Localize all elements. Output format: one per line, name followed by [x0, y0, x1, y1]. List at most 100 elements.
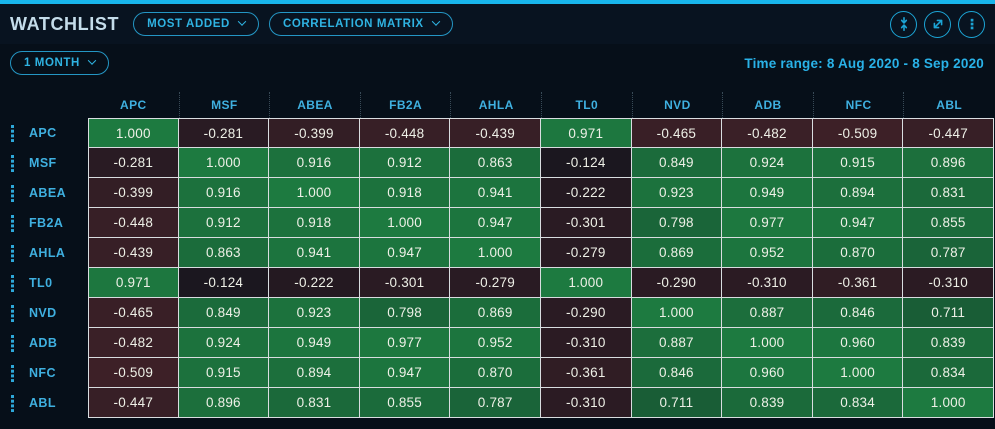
matrix-cell: -0.448 — [359, 118, 451, 148]
collapse-vertical-icon[interactable] — [890, 10, 917, 38]
matrix-cell: 0.918 — [269, 208, 360, 238]
most-added-dropdown[interactable]: MOST ADDED — [133, 12, 259, 36]
drag-handle-icon[interactable] — [10, 274, 15, 292]
drag-handle-icon[interactable] — [10, 304, 15, 322]
matrix-cell: -0.448 — [88, 208, 179, 238]
row-symbol: ADB — [29, 336, 58, 350]
matrix-cell: 0.855 — [903, 208, 994, 238]
matrix-cell: -0.310 — [722, 268, 813, 298]
column-header-msf[interactable]: MSF — [178, 92, 270, 118]
drag-handle-icon[interactable] — [10, 214, 15, 232]
matrix-cell: 0.923 — [269, 298, 360, 328]
matrix-cell: 0.831 — [269, 388, 360, 418]
matrix-cell: 0.711 — [631, 388, 723, 418]
matrix-cell: 1.000 — [903, 388, 994, 418]
matrix-cell: -0.124 — [540, 148, 632, 178]
expand-icon[interactable] — [924, 10, 951, 38]
column-header-abea[interactable]: ABEA — [269, 92, 360, 118]
matrix-cell: -0.439 — [450, 118, 541, 148]
column-header-adb[interactable]: ADB — [722, 92, 813, 118]
time-period-dropdown[interactable]: 1 MONTH — [10, 51, 109, 75]
row-symbol: ABEA — [29, 186, 67, 200]
matrix-cell: 0.839 — [903, 328, 994, 358]
column-header-fb2a[interactable]: FB2A — [359, 92, 451, 118]
matrix-cell: 1.000 — [812, 358, 904, 388]
matrix-cell: -0.465 — [631, 118, 723, 148]
row-label-abl[interactable]: ABL — [0, 388, 88, 418]
matrix-cell: -0.447 — [903, 118, 994, 148]
row-label-nvd[interactable]: NVD — [0, 298, 88, 328]
column-header-tl0[interactable]: TL0 — [540, 92, 632, 118]
row-label-apc[interactable]: APC — [0, 118, 88, 148]
matrix-cell: 1.000 — [540, 268, 632, 298]
drag-handle-icon[interactable] — [10, 334, 15, 352]
matrix-cell: 0.947 — [359, 358, 451, 388]
matrix-cell: -0.361 — [812, 268, 904, 298]
drag-handle-icon[interactable] — [10, 244, 15, 262]
row-label-fb2a[interactable]: FB2A — [0, 208, 88, 238]
row-symbol: FB2A — [29, 216, 64, 230]
matrix-cell: 0.846 — [631, 358, 723, 388]
matrix-cell: -0.399 — [269, 118, 360, 148]
matrix-cell: 0.952 — [450, 328, 541, 358]
row-symbol: NFC — [29, 366, 56, 380]
row-label-ahla[interactable]: AHLA — [0, 238, 88, 268]
matrix-cell: -0.222 — [269, 268, 360, 298]
row-label-tl0[interactable]: TL0 — [0, 268, 88, 298]
drag-handle-icon[interactable] — [10, 364, 15, 382]
matrix-cell: -0.301 — [540, 208, 632, 238]
correlation-matrix-dropdown[interactable]: CORRELATION MATRIX — [268, 12, 453, 36]
matrix-cell: 0.870 — [450, 358, 541, 388]
matrix-cell: 0.834 — [812, 388, 904, 418]
matrix-corner — [0, 92, 88, 118]
row-label-abea[interactable]: ABEA — [0, 178, 88, 208]
matrix-cell: 0.941 — [269, 238, 360, 268]
matrix-cell: 0.896 — [178, 388, 270, 418]
row-symbol: MSF — [29, 156, 57, 170]
matrix-cell: -0.310 — [903, 268, 994, 298]
matrix-cell: 0.870 — [812, 238, 904, 268]
matrix-cell: 0.924 — [178, 328, 270, 358]
column-header-apc[interactable]: APC — [120, 98, 147, 112]
matrix-cell: 0.798 — [631, 208, 723, 238]
matrix-cell: -0.281 — [178, 118, 270, 148]
row-label-nfc[interactable]: NFC — [0, 358, 88, 388]
drag-handle-icon[interactable] — [10, 394, 15, 412]
matrix-cell: 0.971 — [88, 268, 179, 298]
column-header-abl[interactable]: ABL — [903, 92, 994, 118]
matrix-cell: 0.887 — [722, 298, 813, 328]
matrix-cell: -0.310 — [540, 388, 632, 418]
matrix-cell: 0.923 — [631, 178, 723, 208]
column-header-nvd[interactable]: NVD — [631, 92, 723, 118]
drag-handle-icon[interactable] — [10, 154, 15, 172]
matrix-cell: 1.000 — [722, 328, 813, 358]
matrix-cell: 0.894 — [812, 178, 904, 208]
matrix-cell: 0.787 — [450, 388, 541, 418]
matrix-cell: -0.361 — [540, 358, 632, 388]
column-header-nfc[interactable]: NFC — [812, 92, 904, 118]
drag-handle-icon[interactable] — [10, 124, 15, 142]
matrix-cell: 1.000 — [631, 298, 723, 328]
matrix-cell: 0.863 — [450, 148, 541, 178]
matrix-cell: -0.279 — [450, 268, 541, 298]
page-title: WATCHLIST — [10, 13, 120, 34]
matrix-cell: -0.124 — [178, 268, 270, 298]
matrix-cell: 0.846 — [812, 298, 904, 328]
matrix-cell: 1.000 — [269, 178, 360, 208]
drag-handle-icon[interactable] — [10, 184, 15, 202]
matrix-cell: 0.834 — [903, 358, 994, 388]
matrix-cell: 0.912 — [178, 208, 270, 238]
row-label-adb[interactable]: ADB — [0, 328, 88, 358]
time-period-dropdown-label: 1 MONTH — [24, 57, 80, 69]
matrix-cell: 0.960 — [812, 328, 904, 358]
matrix-cell: -0.465 — [88, 298, 179, 328]
column-header-ahla[interactable]: AHLA — [450, 92, 541, 118]
matrix-cell: 1.000 — [359, 208, 451, 238]
row-label-msf[interactable]: MSF — [0, 148, 88, 178]
matrix-cell: 0.916 — [178, 178, 270, 208]
row-symbol: APC — [29, 126, 57, 140]
matrix-cell: 0.960 — [722, 358, 813, 388]
kebab-menu-icon[interactable] — [958, 10, 985, 38]
most-added-dropdown-label: MOST ADDED — [147, 18, 230, 30]
matrix-cell: -0.482 — [88, 328, 179, 358]
